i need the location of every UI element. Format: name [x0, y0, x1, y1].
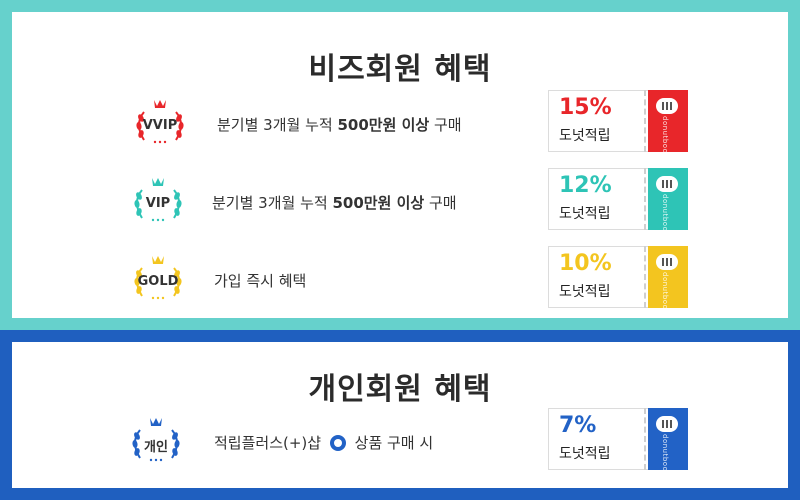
personal-condition: 적립플러스(+)샵 상품 구매 시: [214, 434, 434, 452]
barcode-icon: [656, 416, 678, 432]
biz-title: 비즈회원 혜택: [308, 52, 492, 87]
coupon-stub: donutbook: [644, 408, 688, 476]
personal-percent: 7%: [559, 413, 597, 438]
vip-coupon: 12% 도넛적립 donutbook: [548, 168, 688, 236]
coupon-stub: donutbook: [644, 246, 688, 314]
biz-panel: 비즈회원 혜택: [12, 12, 788, 318]
vvip-badge-label: VVIP: [142, 118, 178, 133]
gold-badge-label: GOLD: [137, 274, 179, 289]
vvip-badge: VVIP: [130, 94, 190, 154]
tier-row-vvip: VVIP 분기별 3개월 누적 500만원 이상 구매 15% 도넛적립 don…: [12, 90, 788, 160]
vip-badge: VIP: [128, 172, 188, 232]
laurel-wreath-icon: [134, 256, 182, 300]
brand-text: donutbook: [661, 194, 669, 236]
gold-condition: 가입 즉시 혜택: [214, 272, 307, 290]
vip-badge-label: VIP: [145, 196, 171, 211]
laurel-wreath-icon: [132, 418, 180, 462]
gold-badge: GOLD: [128, 250, 188, 310]
vip-condition: 분기별 3개월 누적 500만원 이상 구매: [212, 194, 457, 212]
brand-text: donutbook: [661, 434, 669, 476]
coupon-stub: donutbook: [644, 90, 688, 158]
vip-percent: 12%: [559, 173, 612, 198]
personal-title: 개인회원 혜택: [308, 372, 492, 407]
personal-reward-label: 도넛적립: [559, 446, 611, 462]
personal-section: 개인회원 혜택 개인: [0, 330, 800, 500]
tier-row-personal: 개인 적립플러스(+)샵 상품 구매 시 7% 도넛적립 donutbook: [12, 408, 788, 478]
personal-panel: 개인회원 혜택 개인: [12, 342, 788, 488]
donut-shop-icon: [329, 435, 346, 451]
barcode-icon: [656, 98, 678, 114]
personal-badge: 개인: [126, 412, 186, 472]
biz-section: 비즈회원 혜택: [0, 0, 800, 330]
gold-reward-label: 도넛적립: [559, 284, 611, 300]
vvip-coupon: 15% 도넛적립 donutbook: [548, 90, 688, 158]
laurel-wreath-icon: [134, 178, 182, 222]
vvip-percent: 15%: [559, 95, 612, 120]
coupon-stub: donutbook: [644, 168, 688, 236]
vvip-reward-label: 도넛적립: [559, 128, 611, 144]
personal-badge-label: 개인: [144, 440, 168, 455]
brand-text: donutbook: [661, 116, 669, 158]
brand-text: donutbook: [661, 272, 669, 314]
tier-row-vip: VIP 분기별 3개월 누적 500만원 이상 구매 12% 도넛적립 donu…: [12, 168, 788, 238]
barcode-icon: [656, 254, 678, 270]
vip-reward-label: 도넛적립: [559, 206, 611, 222]
laurel-wreath-icon: [136, 100, 184, 144]
gold-percent: 10%: [559, 251, 612, 276]
tier-row-gold: GOLD 가입 즉시 혜택 10% 도넛적립 donutbook: [12, 246, 788, 316]
barcode-icon: [656, 176, 678, 192]
gold-coupon: 10% 도넛적립 donutbook: [548, 246, 688, 314]
personal-coupon: 7% 도넛적립 donutbook: [548, 408, 688, 476]
vvip-condition: 분기별 3개월 누적 500만원 이상 구매: [217, 116, 462, 134]
